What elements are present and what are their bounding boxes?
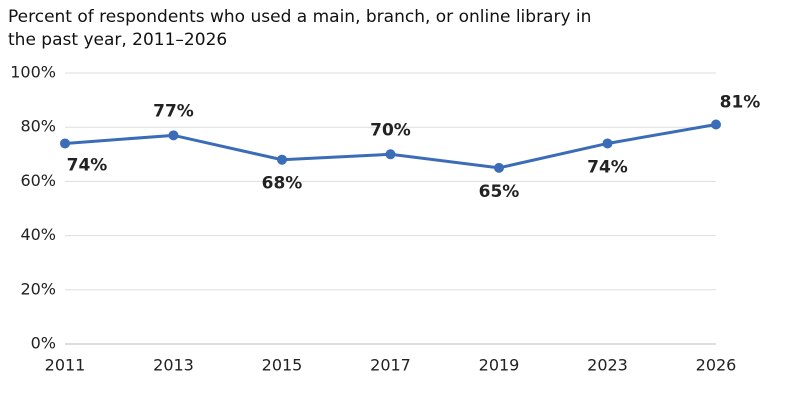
x-tick-label: 2013: [153, 356, 194, 375]
x-tick-label: 2023: [587, 356, 628, 375]
y-tick-label: 40%: [20, 225, 56, 244]
point: [277, 154, 287, 165]
y-tick-label: 100%: [10, 63, 56, 82]
y-tick-label: 20%: [20, 279, 56, 298]
point: [494, 162, 504, 173]
value-label: 65%: [479, 182, 520, 202]
value-label: 68%: [262, 174, 303, 194]
x-tick-label: 2026: [696, 356, 737, 375]
y-tick-label: 60%: [20, 171, 56, 190]
x-tick-label: 2017: [370, 356, 411, 375]
point: [168, 130, 179, 141]
x-tick-label: 2011: [45, 356, 86, 375]
value-label: 74%: [587, 157, 628, 177]
point: [385, 149, 396, 160]
x-tick-label: 2015: [262, 356, 303, 375]
x-tick-label: 2019: [479, 356, 520, 375]
value-label: 77%: [153, 101, 194, 121]
point: [711, 119, 721, 130]
value-label: 81%: [720, 92, 761, 112]
y-tick-label: 0%: [31, 334, 56, 353]
point: [602, 138, 613, 149]
y-tick-label: 80%: [20, 117, 56, 136]
point: [60, 138, 70, 149]
value-label: 74%: [67, 155, 108, 175]
value-label: 70%: [370, 120, 411, 140]
chart-title: Percent of respondents who used a main, …: [8, 7, 592, 50]
